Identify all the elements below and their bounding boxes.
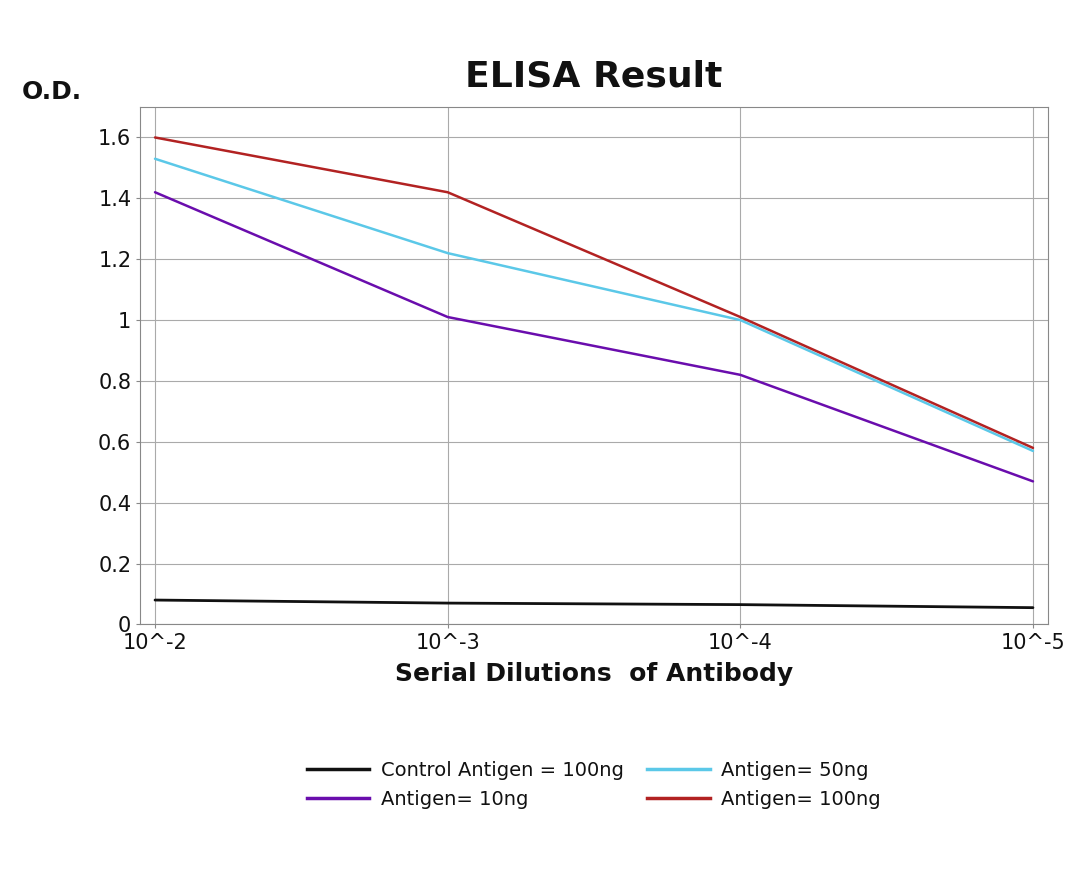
Title: ELISA Result: ELISA Result [465, 59, 723, 93]
Antigen= 50ng [1026, 446, 1039, 457]
Control Antigen = 100ng [733, 599, 746, 610]
Antigen= 10ng [442, 311, 455, 322]
Legend: Control Antigen = 100ng, Antigen= 10ng, Antigen= 50ng, Antigen= 100ng: Control Antigen = 100ng, Antigen= 10ng, … [299, 753, 889, 816]
Line: Antigen= 10ng: Antigen= 10ng [156, 193, 1032, 482]
Control Antigen = 100ng [149, 595, 162, 606]
Antigen= 50ng [149, 153, 162, 164]
Antigen= 50ng [733, 315, 746, 326]
Text: O.D.: O.D. [22, 80, 82, 104]
Antigen= 100ng [442, 187, 455, 198]
Antigen= 100ng [1026, 442, 1039, 453]
Line: Antigen= 50ng: Antigen= 50ng [156, 159, 1032, 451]
Line: Control Antigen = 100ng: Control Antigen = 100ng [156, 600, 1032, 607]
Antigen= 100ng [733, 311, 746, 322]
Control Antigen = 100ng [1026, 602, 1039, 613]
Antigen= 100ng [149, 132, 162, 143]
X-axis label: Serial Dilutions  of Antibody: Serial Dilutions of Antibody [395, 662, 793, 686]
Antigen= 10ng [149, 187, 162, 198]
Line: Antigen= 100ng: Antigen= 100ng [156, 137, 1032, 448]
Antigen= 10ng [1026, 476, 1039, 487]
Control Antigen = 100ng [442, 598, 455, 608]
Antigen= 10ng [733, 369, 746, 380]
Antigen= 50ng [442, 248, 455, 259]
